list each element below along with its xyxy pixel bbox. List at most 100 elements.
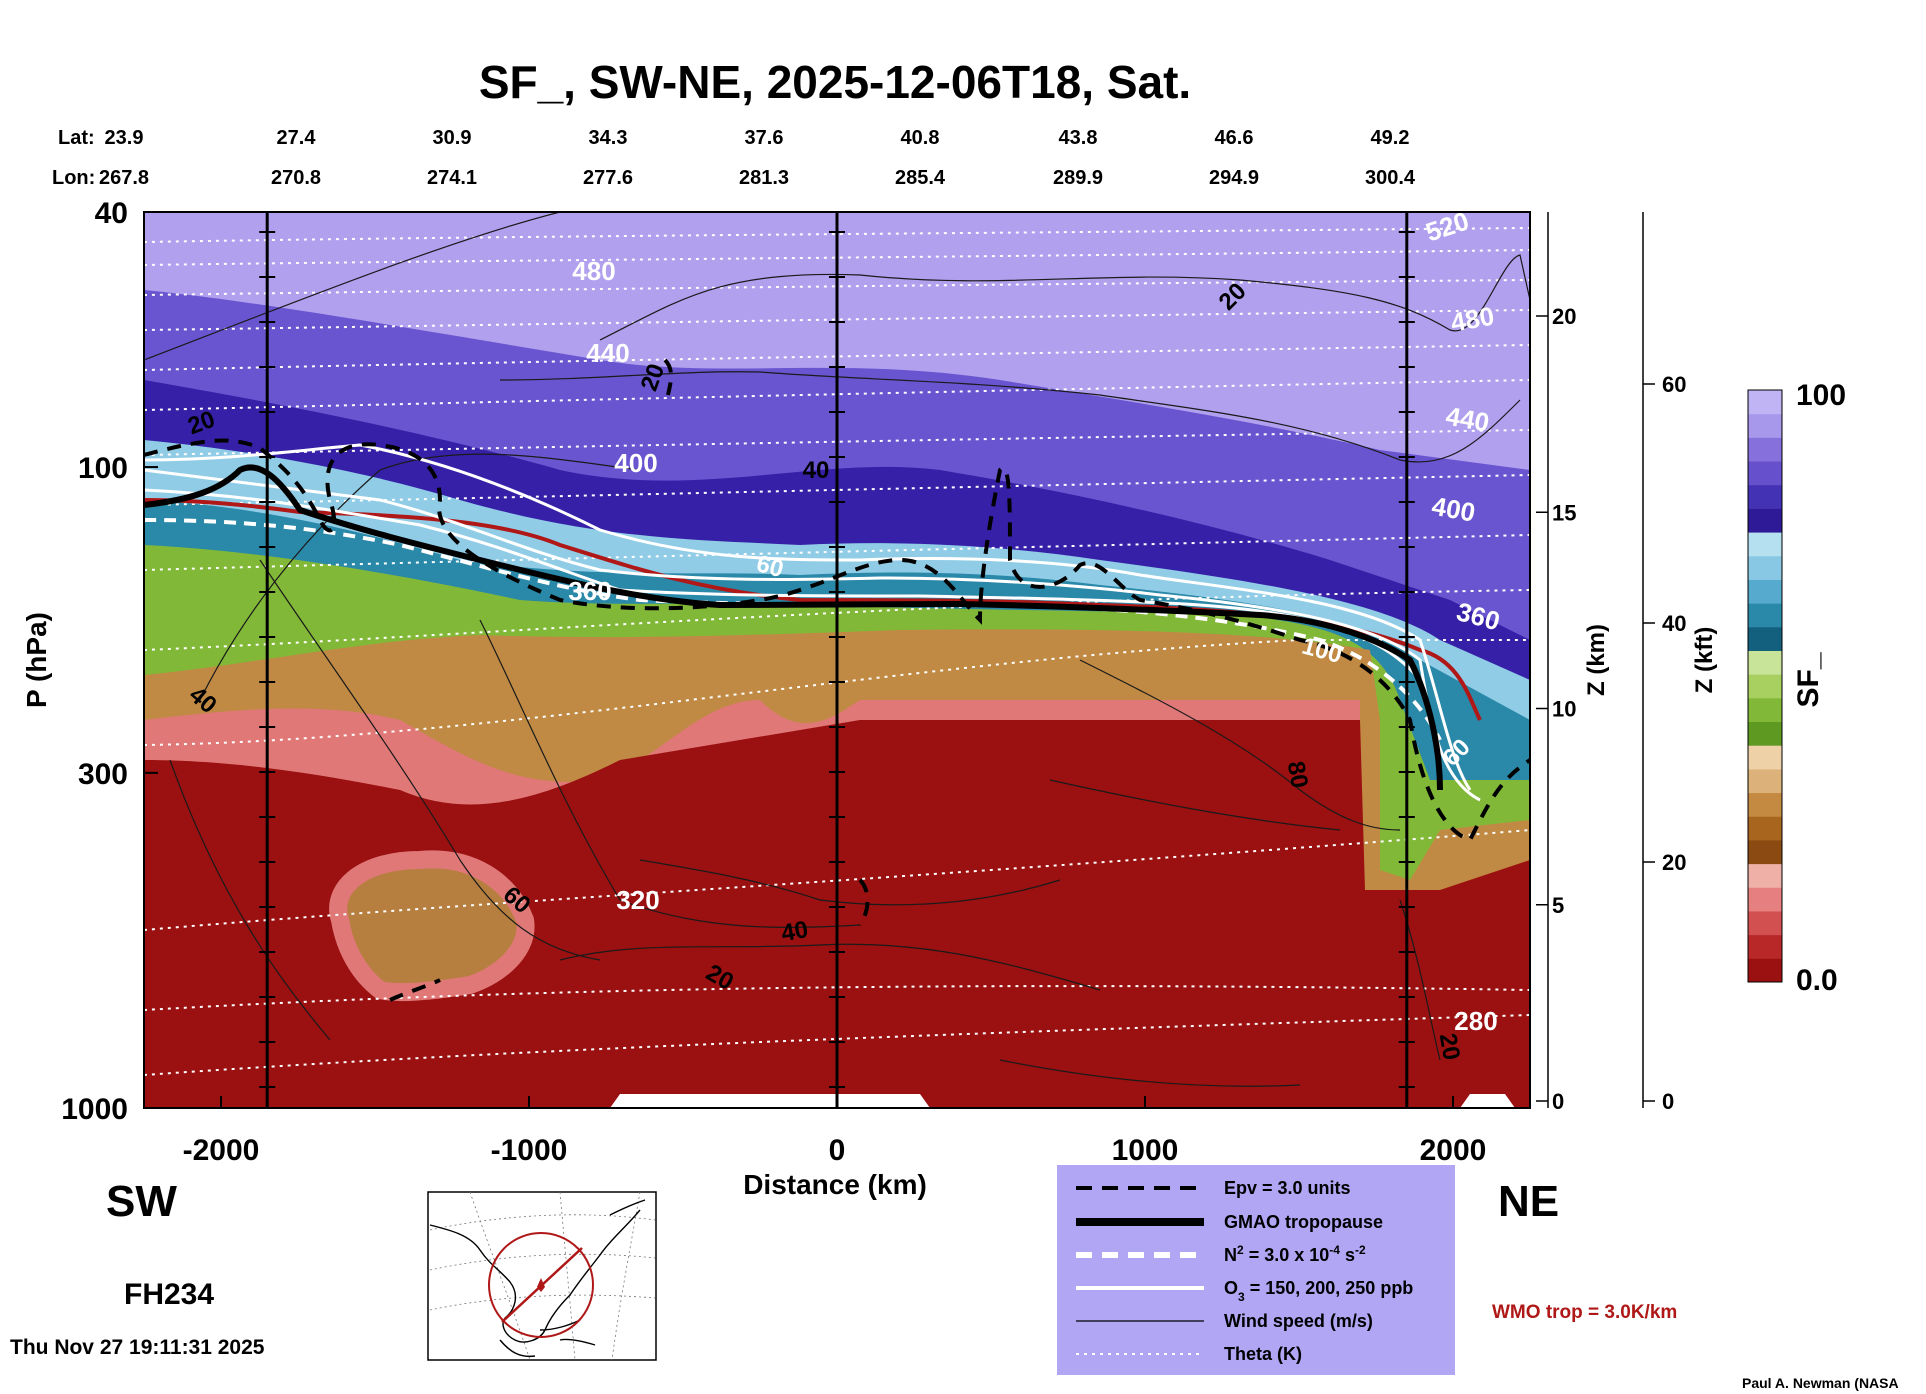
colorbar-swatch bbox=[1748, 484, 1782, 509]
legend-items: Epv = 3.0 units GMAO tropopause N2 = 3.0 x… bbox=[1076, 1178, 1413, 1364]
legend-label: Theta (K) bbox=[1224, 1344, 1302, 1364]
ground-patch-2 bbox=[1460, 1094, 1515, 1108]
colorbar-swatch bbox=[1748, 603, 1782, 628]
z-kft-axis: 0 20 40 60 bbox=[1642, 212, 1686, 1114]
lon-value: 277.6 bbox=[583, 167, 633, 189]
colorbar bbox=[1747, 389, 1783, 983]
lon-value: 294.9 bbox=[1209, 167, 1259, 189]
inset-map bbox=[427, 1191, 657, 1361]
colorbar-swatch bbox=[1748, 437, 1782, 462]
wind-contour bbox=[144, 212, 561, 361]
colorbar-swatch bbox=[1748, 579, 1782, 604]
colorbar-swatch bbox=[1748, 508, 1782, 533]
lat-value: 49.2 bbox=[1371, 127, 1410, 149]
z-km-tick-label: 0 bbox=[1552, 1089, 1564, 1114]
epv-lines bbox=[144, 358, 1530, 1002]
inset-center-marker bbox=[537, 1278, 545, 1292]
wind-contour bbox=[259, 559, 601, 961]
wind-contour bbox=[169, 759, 331, 1041]
wind-contour bbox=[1079, 659, 1401, 831]
epv-line bbox=[144, 438, 1530, 843]
legend-label: Epv = 3.0 units bbox=[1224, 1178, 1351, 1198]
lon-value: 270.8 bbox=[271, 167, 321, 189]
z-km-tick-label: 20 bbox=[1552, 304, 1576, 329]
lat-value: 23.9 bbox=[105, 127, 144, 149]
z-km-tick-label: 10 bbox=[1552, 697, 1576, 722]
x-axis-label: Distance (km) bbox=[743, 1169, 927, 1200]
colorbar-swatch bbox=[1748, 721, 1782, 746]
x-tick-label: 1000 bbox=[1112, 1134, 1179, 1167]
theta-contour-label: 440 bbox=[586, 338, 629, 368]
p-axis-label: P (hPa) bbox=[21, 612, 52, 708]
wind-contour bbox=[1049, 779, 1341, 831]
x-tick-label: 2000 bbox=[1420, 1134, 1487, 1167]
theta-contour-label: 320 bbox=[616, 885, 659, 915]
colorbar-swatch bbox=[1748, 650, 1782, 675]
x-tick-label: 0 bbox=[829, 1134, 846, 1167]
z-kft-tick-label: 20 bbox=[1662, 850, 1686, 875]
wind-contour bbox=[999, 1059, 1301, 1087]
theta-line bbox=[144, 589, 1530, 651]
wind-contour bbox=[479, 619, 861, 929]
lon-label: Lon: bbox=[52, 167, 95, 189]
ground-patch bbox=[610, 1094, 930, 1108]
theta-line bbox=[144, 829, 1530, 931]
colorbar-swatch bbox=[1748, 626, 1782, 651]
theta-contour-label: 480 bbox=[572, 256, 615, 286]
wind-contour-label: 40 bbox=[779, 916, 810, 947]
colorbar-swatch bbox=[1748, 816, 1782, 841]
credit: Paul A. Newman (NASA bbox=[1742, 1375, 1899, 1391]
colorbar-swatch bbox=[1748, 958, 1782, 983]
colorbar-max-label: 100 bbox=[1796, 379, 1846, 412]
theta-contour-label: 280 bbox=[1454, 1006, 1497, 1036]
epv-line bbox=[858, 878, 870, 927]
z-km-axis: 0 5 10 15 20 bbox=[1536, 212, 1576, 1114]
wind-contour bbox=[199, 453, 641, 701]
p-axis: 40 100 300 1000 bbox=[61, 197, 158, 1126]
colorbar-label: SF_ bbox=[1792, 652, 1825, 707]
theta-contour-label: 440 bbox=[1444, 401, 1492, 438]
colorbar-swatch bbox=[1748, 555, 1782, 580]
lon-value: 285.4 bbox=[895, 167, 946, 189]
sw-label: SW bbox=[106, 1177, 177, 1226]
wind-contour-label: 80 bbox=[1282, 759, 1313, 790]
colorbar-swatch bbox=[1748, 532, 1782, 557]
inset-graticule bbox=[429, 1191, 656, 1361]
colorbar-swatch bbox=[1748, 697, 1782, 723]
gmao-tropopause bbox=[144, 464, 1443, 791]
o3-line bbox=[144, 468, 1481, 802]
lon-value: 274.1 bbox=[427, 167, 477, 189]
lat-value: 40.8 bbox=[901, 127, 940, 149]
chart-title: SF_, SW-NE, 2025-12-06T18, Sat. bbox=[479, 56, 1191, 108]
inset-map-frame bbox=[427, 1191, 657, 1361]
z-km-tick-label: 5 bbox=[1552, 893, 1564, 918]
theta-lines bbox=[144, 227, 1530, 1076]
colorbar-swatch bbox=[1748, 910, 1782, 936]
epv-line bbox=[663, 358, 673, 396]
legend-label: Wind speed (m/s) bbox=[1224, 1311, 1373, 1331]
colorbar-swatch bbox=[1748, 863, 1782, 888]
ne-label: NE bbox=[1498, 1177, 1559, 1226]
lon-value: 267.8 bbox=[99, 167, 149, 189]
lat-value: 37.6 bbox=[745, 127, 784, 149]
lat-value: 27.4 bbox=[277, 127, 317, 149]
inset-coastline bbox=[429, 1199, 646, 1358]
vertical-markers bbox=[259, 212, 1415, 1108]
theta-contour-label: 360 bbox=[568, 576, 611, 606]
z-kft-tick-label: 0 bbox=[1662, 1089, 1674, 1114]
legend-label: GMAO tropopause bbox=[1224, 1212, 1383, 1232]
wmo-label: WMO trop = 3.0K/km bbox=[1492, 1302, 1677, 1323]
wind-contour bbox=[639, 859, 1061, 906]
theta-contour-label: 480 bbox=[1448, 301, 1496, 338]
sf-pink-halo bbox=[329, 850, 535, 1002]
colorbar-swatch bbox=[1748, 413, 1782, 438]
colorbar-swatch bbox=[1748, 839, 1782, 865]
forecast-hour-label: FH234 bbox=[124, 1278, 214, 1311]
wind-contour-label: 40 bbox=[803, 457, 830, 484]
z-kft-tick-label: 40 bbox=[1662, 611, 1686, 636]
sf-tan-blob bbox=[338, 859, 526, 993]
p-tick-label: 1000 bbox=[61, 1093, 128, 1126]
colorbar-frame bbox=[1747, 389, 1783, 983]
lat-lon-header: Lat: Lon: 23.9 27.4 30.9 34.3 37.6 40.8 43.8 46… bbox=[52, 127, 1416, 189]
lat-value: 30.9 bbox=[433, 127, 472, 149]
